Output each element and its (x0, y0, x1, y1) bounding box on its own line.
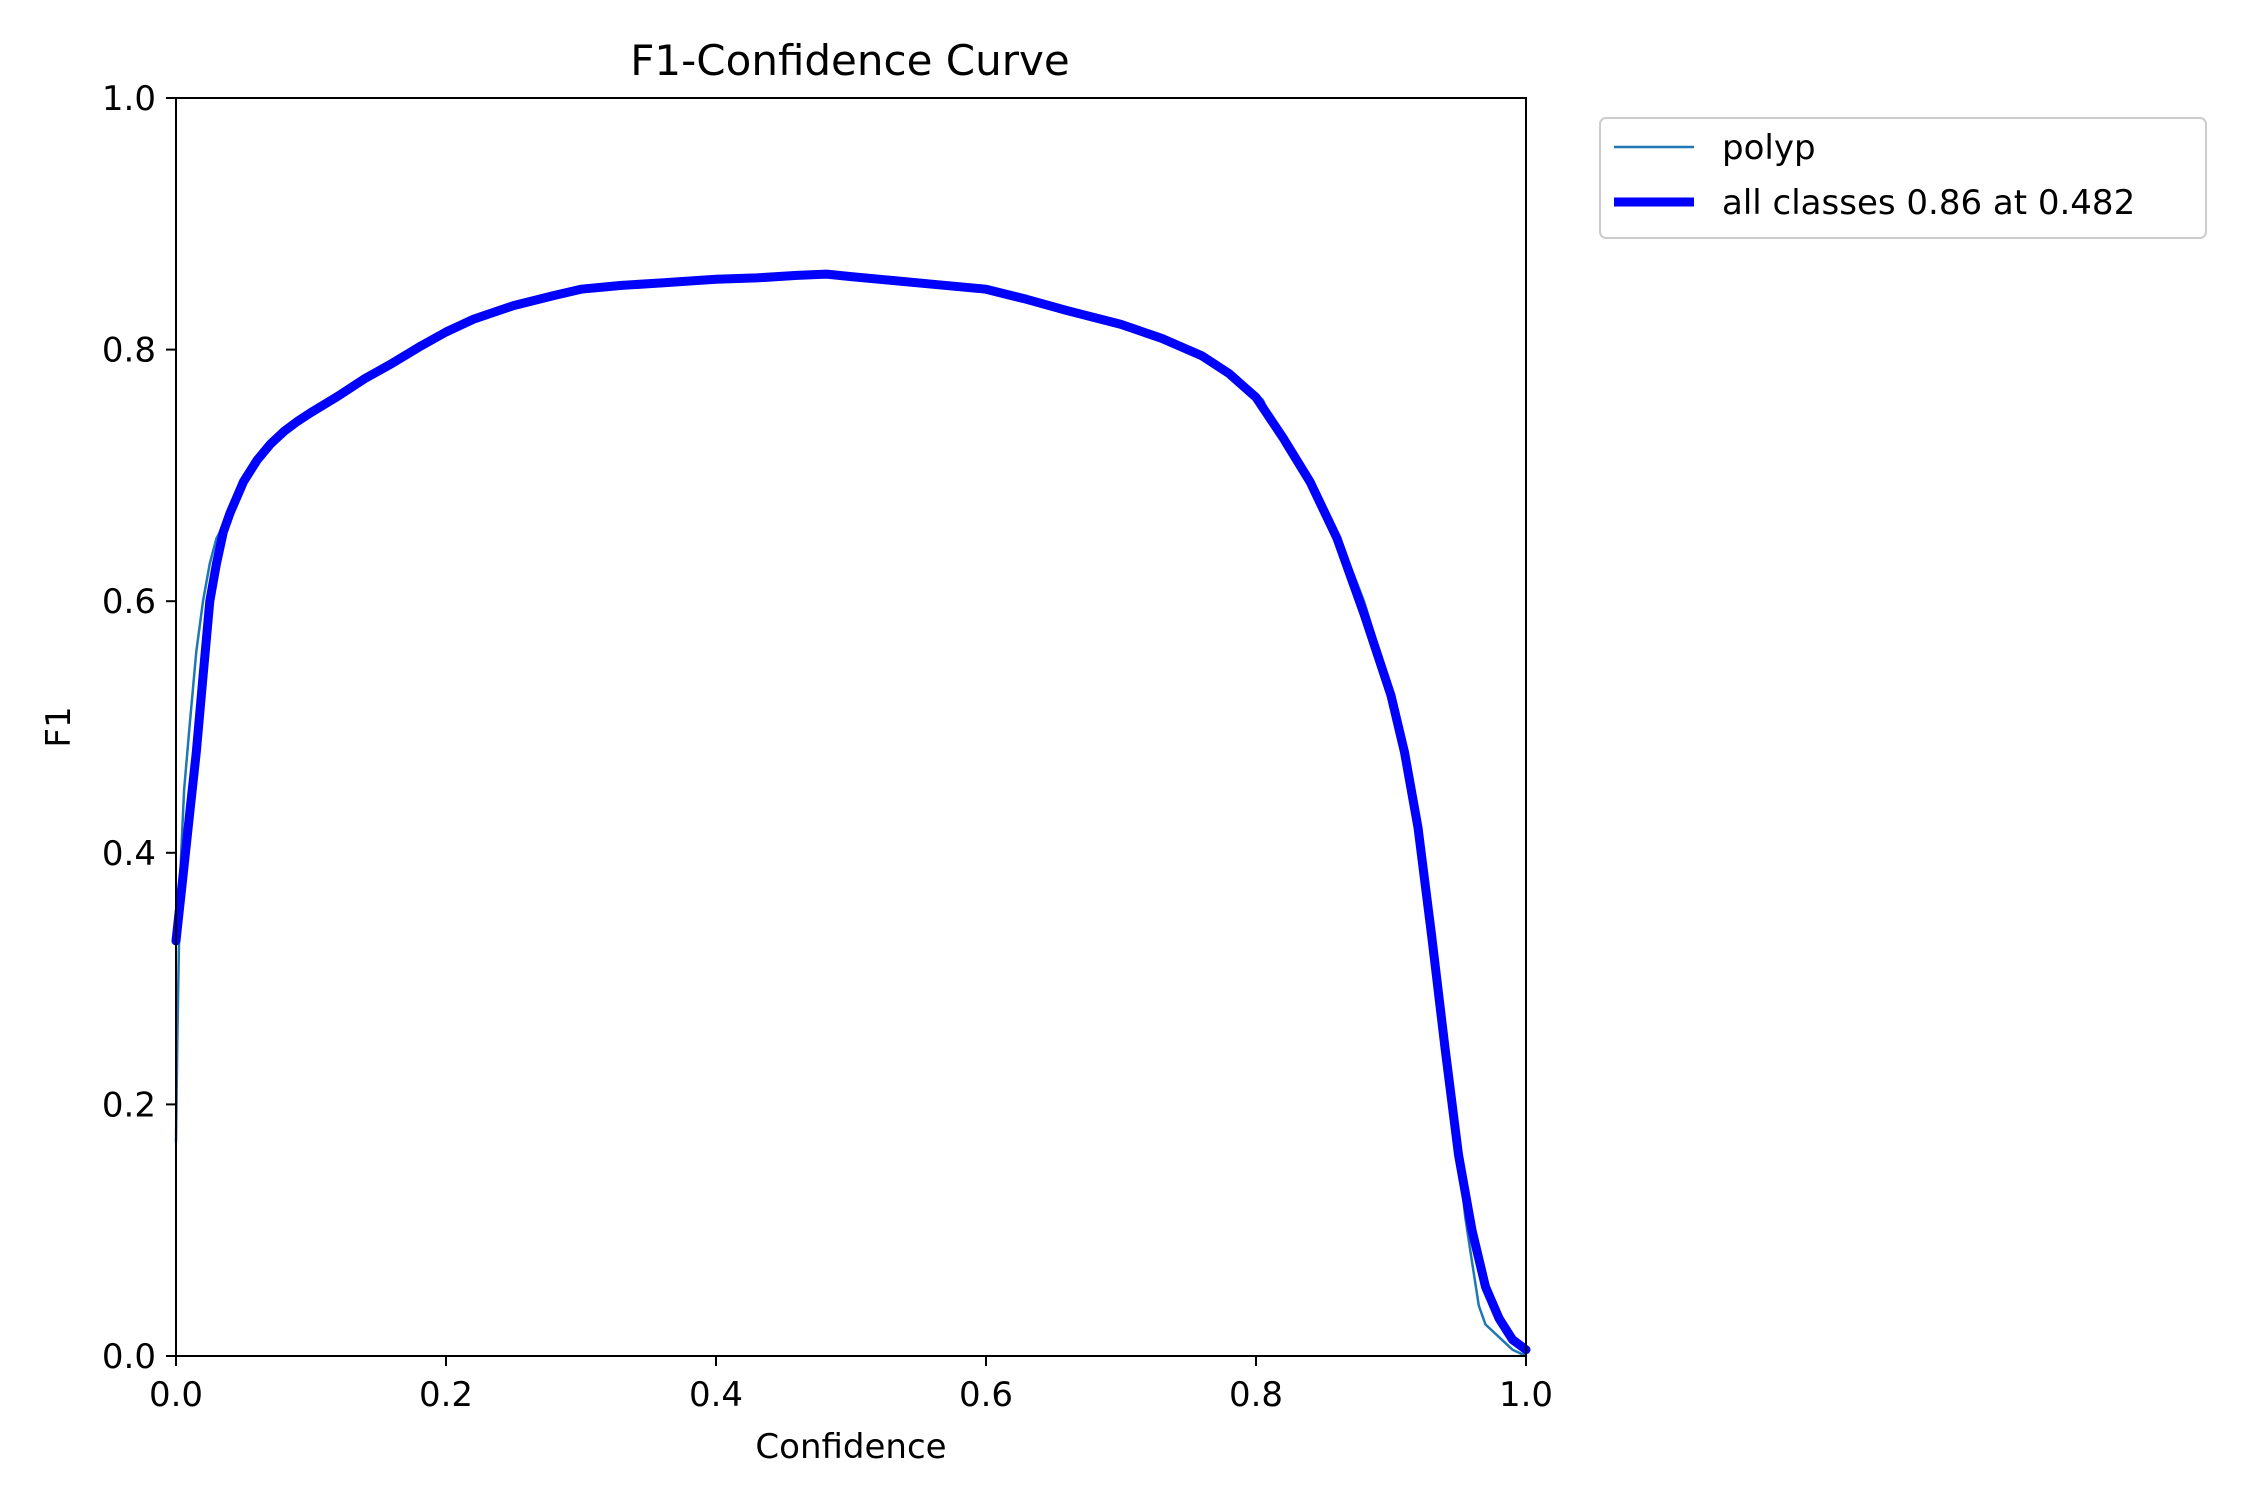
x-axis-ticks: 0.0 0.2 0.4 0.6 0.8 1.0 (149, 1356, 1553, 1415)
x-tick-label: 1.0 (1499, 1375, 1553, 1415)
y-axis-ticks: 0.0 0.2 0.4 0.6 0.8 1.0 (102, 79, 176, 1377)
y-tick-label: 0.2 (102, 1085, 156, 1125)
y-tick-label: 0.6 (102, 582, 156, 622)
y-tick-label: 0.8 (102, 331, 156, 371)
x-tick-label: 0.0 (149, 1375, 203, 1415)
y-tick-label: 0.4 (102, 834, 156, 874)
x-axis-label: Confidence (755, 1427, 946, 1467)
x-tick-label: 0.6 (959, 1375, 1013, 1415)
x-tick-label: 0.4 (689, 1375, 743, 1415)
chart-title: F1-Confidence Curve (630, 36, 1069, 85)
x-tick-label: 0.2 (419, 1375, 473, 1415)
y-axis-label: F1 (39, 706, 79, 747)
series-line-all-classes (171, 269, 1531, 1355)
plot-frame (175, 97, 1527, 1357)
x-tick-label: 0.8 (1229, 1375, 1283, 1415)
y-tick-label: 1.0 (102, 79, 156, 119)
legend-label-all-classes: all classes 0.86 at 0.482 (1722, 183, 2135, 223)
legend-box (1599, 117, 2207, 239)
legend: polyp all classes 0.86 at 0.482 (1599, 117, 2207, 239)
y-tick-label: 0.0 (102, 1337, 156, 1377)
plot-area (171, 269, 1531, 1358)
legend-label-polyp: polyp (1722, 128, 1816, 168)
